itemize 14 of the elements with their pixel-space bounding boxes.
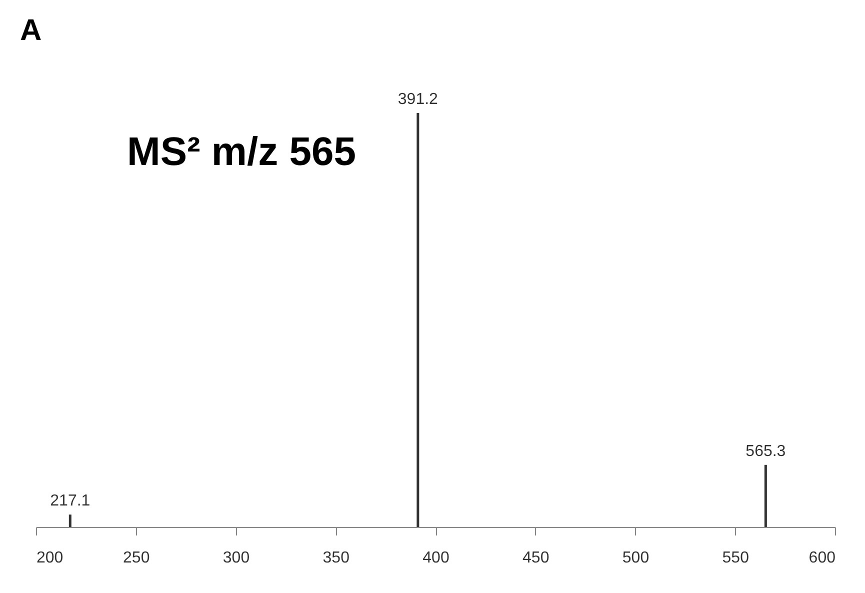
x-tick-label: 450 bbox=[522, 550, 550, 566]
annotation: 565.3 bbox=[746, 442, 786, 460]
x-tick-label: 600 bbox=[808, 550, 836, 566]
x-tick-label: 550 bbox=[722, 550, 750, 566]
chart-title: A bbox=[20, 14, 42, 48]
x-tick-label: 500 bbox=[622, 550, 650, 566]
x-tick-label: 200 bbox=[36, 550, 64, 566]
x-tick-label: 250 bbox=[123, 550, 150, 566]
annotation: MS² m/z 565 bbox=[127, 130, 356, 175]
annotation: 391.2 bbox=[398, 91, 438, 108]
x-tick-label: 400 bbox=[422, 550, 450, 566]
x-tick-label: 300 bbox=[222, 550, 250, 566]
x-tick-label: 350 bbox=[322, 550, 350, 566]
annotation: 217.1 bbox=[50, 492, 90, 510]
